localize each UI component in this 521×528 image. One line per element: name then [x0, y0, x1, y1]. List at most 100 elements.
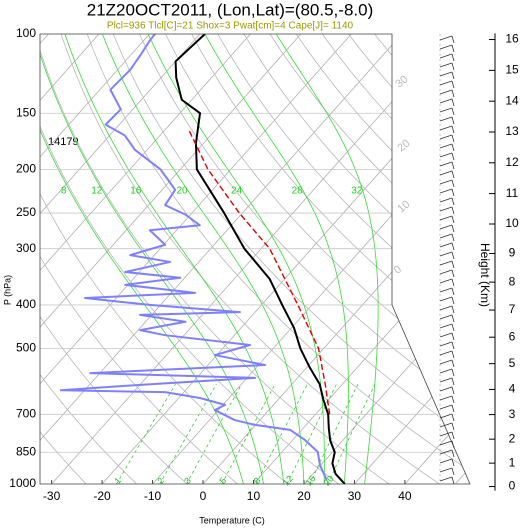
- y-tick-label: 250: [16, 205, 36, 219]
- barb-staff: [439, 179, 453, 185]
- barb-flag: [451, 80, 455, 89]
- moist-adiabat: [148, 34, 325, 484]
- chart-title: 21Z20OCT2011, (Lon,Lat)=(80.5,-8.0): [87, 0, 374, 19]
- moist-adiabat-label: 12: [91, 185, 103, 196]
- barb-flag: [451, 62, 455, 71]
- wind-barb: [439, 269, 455, 278]
- wind-barb: [439, 197, 455, 206]
- barb-flag: [451, 287, 455, 296]
- barb-flag: [451, 413, 455, 422]
- wind-barb: [439, 125, 455, 134]
- moist-adiabat: [276, 34, 379, 484]
- barb-flag: [451, 125, 455, 134]
- y2-tick-label: 1: [509, 455, 516, 469]
- chart-subtitle: Plcl=936 Tlcl[C]=21 Shox=3 Pwat[cm]=4 Ca…: [107, 21, 354, 32]
- wind-barb: [439, 179, 455, 188]
- wind-barb: [439, 215, 455, 224]
- barb-flag: [451, 242, 455, 251]
- barb-staff: [439, 53, 453, 59]
- mixing-ratio-line: [186, 383, 243, 484]
- dry-adiabat: [374, 34, 470, 484]
- wind-barb: [439, 242, 455, 251]
- barb-staff: [439, 449, 453, 455]
- barb-flag: [451, 305, 455, 314]
- y-tick-label: 150: [16, 105, 36, 119]
- barb-flag: [451, 197, 455, 206]
- barb-flag: [451, 134, 455, 143]
- barb-staff: [439, 116, 453, 122]
- y-axis-label: P (hPa): [2, 275, 12, 305]
- y2-tick-label: 12: [505, 155, 519, 169]
- mixing-ratio-line: [286, 383, 337, 484]
- profile-line: [59, 34, 328, 481]
- y2-tick-label: 15: [505, 63, 519, 77]
- barb-flag: [451, 35, 455, 44]
- moist-adiabat-label: 20: [176, 185, 188, 196]
- barb-flag: [451, 449, 455, 458]
- isotherm: [40, 34, 302, 484]
- mixing-ratio-line: [221, 383, 276, 484]
- moist-adiabat: [102, 34, 305, 484]
- barb-flag: [451, 260, 455, 269]
- wind-barb: [439, 476, 455, 485]
- barb-flag: [451, 341, 455, 350]
- moist-adiabat: [40, 34, 264, 484]
- wind-barb: [439, 143, 455, 152]
- x-tick-label: -30: [43, 489, 61, 503]
- mixing-ratio-label: 8: [252, 475, 263, 485]
- barb-staff: [439, 107, 453, 113]
- barb-staff: [439, 44, 453, 50]
- barb-flag: [451, 440, 455, 449]
- mixing-ratio-line: [116, 383, 176, 484]
- x-axis-label: Temperature (C): [199, 515, 265, 525]
- isotherm-label: 20: [395, 137, 412, 154]
- mixing-ratio-label: 5: [217, 475, 228, 485]
- barb-flag: [451, 116, 455, 125]
- wind-barb: [439, 35, 455, 44]
- y-tick-label: 500: [16, 341, 36, 355]
- y2-tick-label: 8: [509, 274, 516, 288]
- dry-adiabat: [165, 34, 470, 484]
- profile-line: [174, 34, 346, 484]
- moist-adiabat: [40, 34, 244, 484]
- barb-staff: [439, 260, 453, 266]
- wind-barb: [439, 413, 455, 422]
- wind-barb: [439, 224, 455, 233]
- mixing-ratio-label: 1: [112, 475, 123, 485]
- wind-barb: [439, 188, 455, 197]
- wind-barb: [439, 404, 455, 413]
- y2-tick-label: 0: [509, 479, 516, 493]
- wind-barb: [439, 98, 455, 107]
- barb-staff: [439, 386, 453, 392]
- barb-flag: [451, 422, 455, 431]
- wind-barb: [439, 287, 455, 296]
- moist-adiabat-label: 32: [351, 185, 363, 196]
- x-tick-label: 30: [348, 489, 362, 503]
- barb-flag: [451, 458, 455, 467]
- wind-barb: [439, 170, 455, 179]
- barb-flag: [451, 233, 455, 242]
- moist-adiabat-label: 28: [292, 185, 304, 196]
- barb-flag: [451, 224, 455, 233]
- barb-staff: [439, 323, 453, 329]
- isotherm: [152, 34, 470, 484]
- y-tick-label: 400: [16, 297, 36, 311]
- moist-adiabat: [64, 34, 285, 484]
- wind-barb: [439, 296, 455, 305]
- barb-flag: [451, 314, 455, 323]
- x-tick-label: 0: [200, 489, 207, 503]
- profile-line: [187, 129, 331, 415]
- moist-adiabat-label: 24: [231, 185, 243, 196]
- x-tick-label: -10: [144, 489, 162, 503]
- isotherm: [40, 34, 150, 484]
- isotherm-label: 0: [392, 263, 404, 276]
- barb-staff: [439, 440, 453, 446]
- barb-flag: [451, 188, 455, 197]
- wind-barb: [439, 305, 455, 314]
- barb-staff: [439, 170, 453, 176]
- isotherm: [404, 34, 470, 484]
- barb-flag: [451, 350, 455, 359]
- x-tick-label: 20: [297, 489, 311, 503]
- barb-staff: [439, 224, 453, 230]
